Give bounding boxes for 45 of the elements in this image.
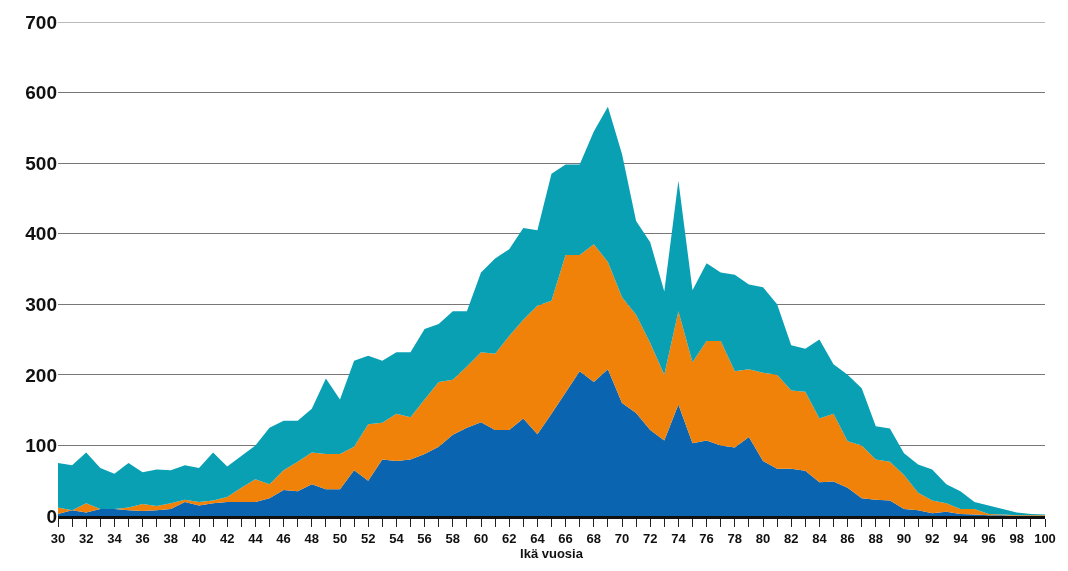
- x-tick-label: 80: [755, 530, 771, 546]
- y-tick-label: 700: [25, 11, 57, 33]
- x-tick-label: 40: [191, 530, 207, 546]
- x-tick-label: 66: [558, 530, 573, 546]
- x-tick-label: 72: [642, 530, 658, 546]
- x-tick-label: 82: [783, 530, 799, 546]
- x-tick-label: 100: [1034, 530, 1056, 546]
- x-tick-label: 76: [699, 530, 714, 546]
- x-tick-label: 94: [953, 530, 969, 546]
- y-tick-label: 100: [25, 435, 57, 457]
- y-tick-label: 300: [25, 293, 57, 315]
- x-tick-label: 32: [78, 530, 94, 546]
- y-tick-label: 500: [25, 152, 57, 174]
- x-tick-label: 62: [501, 530, 517, 546]
- y-tick-label: 400: [25, 223, 57, 245]
- x-tick-label: 30: [50, 530, 66, 546]
- x-tick-label: 92: [924, 530, 940, 546]
- x-tick-label: 46: [276, 530, 291, 546]
- x-tick-label: 34: [107, 530, 123, 546]
- x-tick-label: 98: [1009, 530, 1025, 546]
- x-tick-label: 60: [473, 530, 489, 546]
- x-tick-label: 70: [614, 530, 630, 546]
- x-tick-label: 58: [445, 530, 461, 546]
- x-tick-label: 64: [530, 530, 546, 546]
- x-tick-label: 36: [135, 530, 150, 546]
- x-tick-label: 74: [671, 530, 687, 546]
- x-tick-label: 56: [417, 530, 432, 546]
- y-tick-label: 0: [46, 505, 57, 527]
- x-tick-label: 52: [360, 530, 376, 546]
- x-tick-label: 84: [812, 530, 828, 546]
- x-tick-label: 78: [727, 530, 743, 546]
- x-tick-label: 86: [840, 530, 855, 546]
- x-tick-label: 48: [304, 530, 320, 546]
- x-tick-label: 44: [248, 530, 264, 546]
- x-tick-label: 88: [868, 530, 884, 546]
- x-tick-label: 54: [389, 530, 405, 546]
- x-tick-label: 68: [586, 530, 602, 546]
- y-tick-label: 600: [25, 82, 57, 104]
- x-axis-title: Ikä vuosia: [520, 545, 584, 561]
- x-tick-label: 38: [163, 530, 179, 546]
- x-tick-label: 90: [896, 530, 912, 546]
- y-tick-label: 200: [25, 364, 57, 386]
- x-tick-label: 96: [981, 530, 996, 546]
- x-tick-label: 42: [219, 530, 235, 546]
- x-tick-label: 50: [332, 530, 348, 546]
